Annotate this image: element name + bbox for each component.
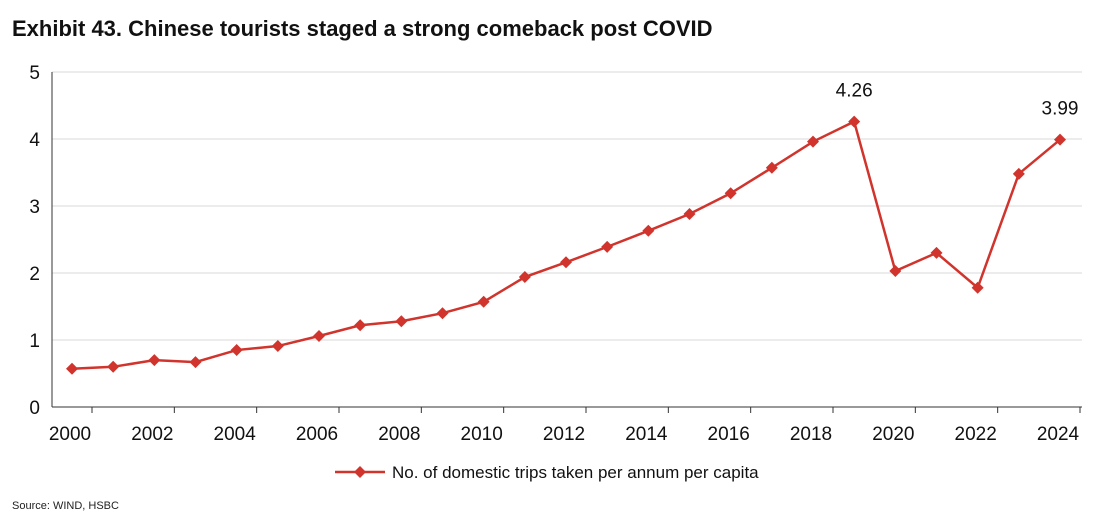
data-point xyxy=(66,362,78,375)
x-tick-label: 2010 xyxy=(461,424,503,445)
data-point xyxy=(271,340,284,353)
legend-marker xyxy=(354,466,366,478)
x-tick-label: 2006 xyxy=(296,424,338,445)
data-point xyxy=(971,281,984,294)
series-line xyxy=(71,119,1061,371)
x-tick-label: 2012 xyxy=(543,424,585,445)
data-point xyxy=(436,307,449,320)
y-tick-label: 4 xyxy=(29,130,40,151)
x-tick-label: 2004 xyxy=(214,424,257,445)
chart-title: Exhibit 43. Chinese tourists staged a st… xyxy=(12,16,713,41)
data-point xyxy=(642,224,655,237)
x-tick-label: 2018 xyxy=(790,424,832,445)
data-point xyxy=(560,256,572,269)
data-point xyxy=(848,115,861,128)
data-point xyxy=(724,187,737,200)
legend-label: No. of domestic trips taken per annum pe… xyxy=(392,463,759,482)
data-point xyxy=(1012,167,1025,180)
x-tick-label: 2022 xyxy=(955,424,997,445)
data-point xyxy=(395,315,408,328)
x-tick-label: 2024 xyxy=(1037,424,1080,445)
x-tick-label: 2002 xyxy=(131,424,173,445)
data-point xyxy=(807,135,819,148)
data-point xyxy=(683,208,696,221)
x-tick-label: 2008 xyxy=(378,424,420,445)
data-point xyxy=(354,319,367,332)
data-point xyxy=(107,360,120,373)
data-point xyxy=(930,246,943,259)
y-tick-label: 1 xyxy=(29,331,40,352)
data-point xyxy=(477,295,490,308)
data-point xyxy=(148,354,161,367)
data-point xyxy=(1054,133,1066,146)
y-tick-label: 0 xyxy=(29,398,40,419)
x-tick-label: 2000 xyxy=(49,424,91,445)
data-point xyxy=(230,344,243,357)
source-note: Source: WIND, HSBC xyxy=(12,500,119,512)
data-point xyxy=(518,271,531,284)
y-tick-label: 2 xyxy=(29,264,40,285)
data-point xyxy=(765,161,778,174)
data-point xyxy=(313,329,325,342)
data-label: 3.99 xyxy=(1042,99,1079,120)
data-point xyxy=(601,240,614,253)
data-point xyxy=(189,356,202,369)
x-tick-label: 2016 xyxy=(708,424,750,445)
data-label: 4.26 xyxy=(836,81,873,102)
data-point xyxy=(889,264,902,277)
x-tick-label: 2020 xyxy=(872,424,914,445)
y-tick-label: 3 xyxy=(29,197,40,218)
y-tick-label: 5 xyxy=(29,63,40,84)
x-tick-label: 2014 xyxy=(625,424,668,445)
